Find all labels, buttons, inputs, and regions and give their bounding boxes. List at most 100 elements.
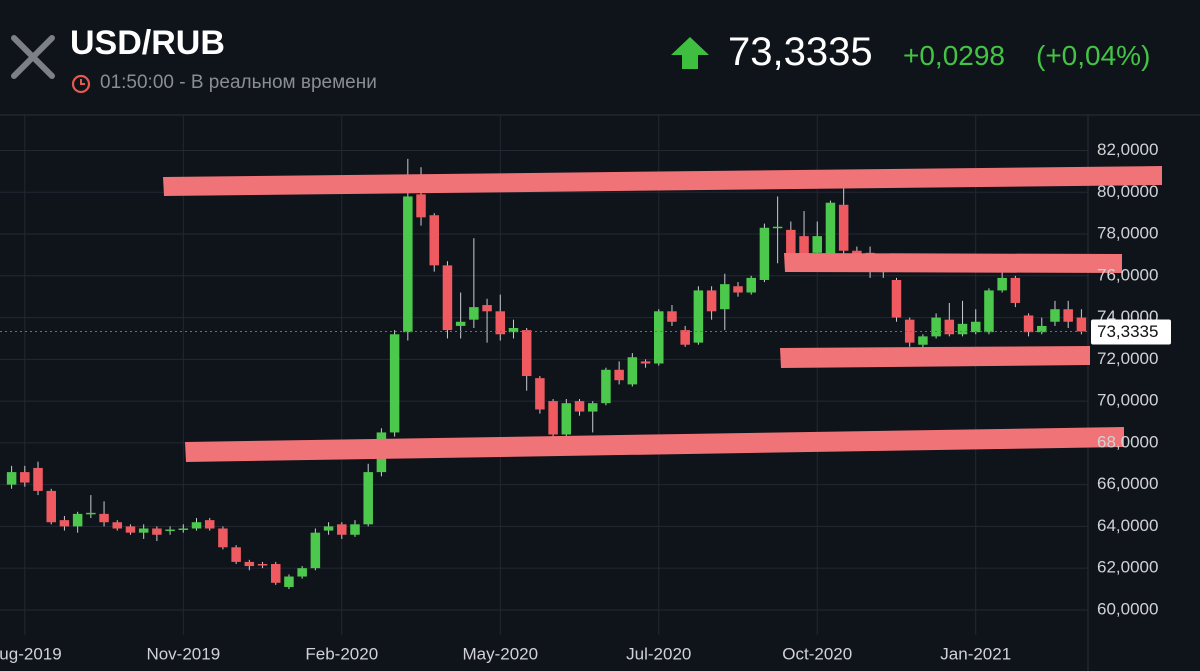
grid (0, 115, 1088, 635)
y-tick-label: 80,0000 (1097, 182, 1158, 201)
candle-body (984, 290, 994, 333)
up-arrow (671, 37, 709, 69)
candle-body (1037, 325, 1047, 333)
candle-body (799, 236, 809, 255)
level-band (784, 253, 1122, 273)
x-tick-label: May-2020 (462, 644, 538, 663)
candle-body (152, 528, 162, 535)
candle-body (1076, 317, 1087, 332)
candle-body (693, 290, 704, 343)
candle-body (310, 532, 321, 569)
x-tick-label: Oct-2020 (782, 644, 852, 663)
candle-body (1050, 309, 1060, 322)
candle-body (680, 330, 690, 345)
candle-body (363, 472, 373, 525)
candle-body (204, 520, 215, 529)
candle-body (323, 526, 334, 531)
y-tick-label: 64,0000 (1097, 516, 1158, 535)
candle-body (706, 290, 717, 312)
candles (6, 158, 1087, 590)
candle-body (270, 563, 281, 583)
change: +0,0298 (903, 40, 1005, 71)
clock-icon (71, 74, 91, 94)
last-price-tag (1091, 319, 1171, 345)
candle-body (997, 277, 1007, 291)
resistance-band (163, 166, 1162, 196)
candle-body (957, 323, 968, 335)
candle-body (640, 361, 651, 364)
status-line: 01:50:00 - В реальном времени (100, 72, 377, 94)
y-tick-label: 76,0000 (1097, 265, 1158, 284)
candle-body (231, 547, 241, 562)
candle-body (759, 227, 770, 280)
candle-body (812, 236, 823, 253)
time: 01:50:00 (100, 72, 174, 93)
candle-body (165, 529, 175, 532)
clock-face (71, 74, 91, 94)
candle-body (112, 522, 123, 529)
candle-body (825, 202, 836, 255)
candle-body (350, 524, 360, 535)
candle-body (904, 319, 915, 343)
candle-body (627, 357, 638, 385)
level-band (780, 346, 1090, 368)
candle-body (561, 403, 572, 435)
drawn-levels (163, 166, 1162, 462)
candle-body (944, 319, 955, 335)
support-band (185, 427, 1124, 462)
candle-body (257, 563, 268, 566)
y-tick-label: 72,0000 (1097, 349, 1158, 368)
candle-body (1010, 277, 1021, 303)
clock-hands (80, 79, 85, 85)
candle-body (297, 568, 307, 577)
x-tick-label: Nov-2019 (146, 644, 220, 663)
candle-body (772, 226, 783, 229)
candle-body (416, 194, 426, 218)
candle-body (72, 513, 83, 527)
candle-body (548, 401, 558, 435)
candle-body (521, 330, 532, 377)
candle-body (891, 279, 902, 318)
candle-body (218, 528, 228, 548)
x-tick-label: Aug-2019 (0, 644, 62, 663)
candle-body (1023, 315, 1034, 333)
candle-body (746, 277, 756, 293)
candle-body (86, 512, 96, 515)
candle-body (535, 378, 545, 410)
candle-body (33, 467, 43, 491)
status: - В реальном времени (179, 72, 377, 93)
candle-body (601, 369, 611, 404)
candle-body (6, 472, 17, 485)
candle-body (482, 305, 492, 312)
candle-body (284, 576, 294, 587)
close-icon[interactable] (10, 34, 56, 80)
candle-body (786, 229, 796, 258)
candle-body (403, 196, 413, 333)
candle-body (495, 311, 506, 335)
x-tick-label: Jan-2021 (940, 644, 1011, 663)
candle-body (614, 369, 624, 381)
candle-body (455, 321, 466, 326)
symbol-title: USD/RUB (70, 24, 225, 62)
y-tick-label: 62,0000 (1097, 558, 1158, 577)
candle-body (587, 403, 598, 412)
y-tick-label: 60,0000 (1097, 599, 1158, 618)
candle-body (59, 520, 70, 527)
candle-body (337, 524, 347, 535)
candle-body (442, 265, 453, 331)
candle-body (720, 284, 730, 310)
candle-body (125, 526, 136, 533)
y-tick-label: 66,0000 (1097, 474, 1158, 493)
y-tick-label: 68,0000 (1097, 432, 1158, 451)
candle-body (389, 334, 400, 433)
axes: 60,0000 62,0000 64,0000 66,0000 68,0000 70,00… (0, 140, 1171, 663)
candle-body (508, 328, 519, 333)
candle-body (931, 317, 941, 337)
candle-body (20, 472, 30, 483)
candle-body (970, 321, 981, 333)
x-tick-label: Feb-2020 (305, 644, 378, 663)
candle-body (244, 561, 255, 567)
arrow-glyph (671, 37, 709, 69)
candle-body (918, 336, 928, 345)
